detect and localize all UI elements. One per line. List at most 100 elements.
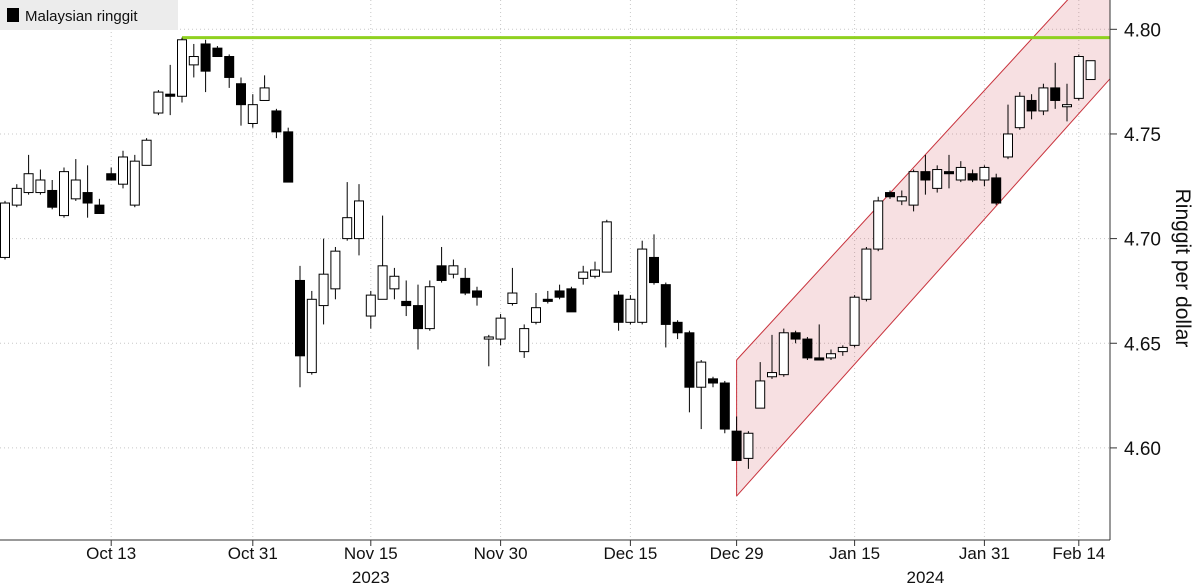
candle-body xyxy=(259,87,270,101)
year-label: 2023 xyxy=(352,568,390,587)
candle-body xyxy=(660,284,671,325)
candle-body xyxy=(283,131,294,183)
x-tick-label: Nov 30 xyxy=(474,544,528,563)
candles xyxy=(0,37,1096,469)
candle-body xyxy=(224,56,235,78)
y-tick-label: 4.75 xyxy=(1124,125,1161,146)
candle-body xyxy=(424,286,435,330)
candle-body xyxy=(70,179,81,200)
candle-body xyxy=(837,346,848,353)
candle-body xyxy=(708,378,718,384)
candle-body xyxy=(1003,133,1013,158)
candle-body xyxy=(389,275,400,290)
candle-body xyxy=(684,332,695,388)
candle-body xyxy=(908,171,919,206)
candle-body xyxy=(271,110,282,133)
legend-label: Malaysian ringgit xyxy=(25,8,138,25)
candle-body xyxy=(141,139,152,166)
candle-body xyxy=(649,256,659,284)
candle-body xyxy=(330,250,341,290)
candle-body xyxy=(177,39,187,97)
candle-body xyxy=(377,265,388,300)
candle-body xyxy=(129,160,140,206)
y-tick-label: 4.70 xyxy=(1124,230,1161,251)
candle-body xyxy=(306,298,317,374)
candle-body xyxy=(566,288,577,313)
candle-body xyxy=(342,217,353,240)
x-tick-label: Oct 31 xyxy=(228,544,278,563)
candle-body xyxy=(165,93,176,97)
candle-body xyxy=(1014,95,1025,129)
x-tick-label: Oct 13 xyxy=(86,544,136,563)
candle-body xyxy=(967,173,978,181)
candle-body xyxy=(11,187,22,206)
candle-body xyxy=(354,200,364,240)
candle-body xyxy=(436,265,447,281)
candle-body xyxy=(472,290,482,298)
candle-body xyxy=(767,372,777,378)
candle-body xyxy=(295,279,305,357)
candle-body xyxy=(413,305,423,330)
candle-body xyxy=(118,156,128,185)
candle-body xyxy=(507,292,518,304)
candle-body xyxy=(802,338,813,359)
candle-body xyxy=(200,43,211,72)
candle-body xyxy=(401,300,412,307)
grid xyxy=(0,0,1110,540)
candle-body xyxy=(188,56,199,66)
candle-body xyxy=(790,332,801,340)
candle-body xyxy=(719,382,730,430)
candle-body xyxy=(1062,104,1072,108)
candle-body xyxy=(755,380,766,409)
candle-body xyxy=(731,430,742,461)
legend-swatch xyxy=(7,8,19,22)
x-tick-label: Nov 15 xyxy=(344,544,398,563)
candle-body xyxy=(932,169,943,189)
candle-body xyxy=(601,221,612,273)
candle-body xyxy=(861,248,872,300)
candle-body xyxy=(672,321,683,334)
candle-body xyxy=(873,200,884,250)
candle-body xyxy=(59,171,69,217)
candle-body xyxy=(613,294,624,323)
axes: 4.60 4.65 4.70 4.75 4.80 Oct 13 Oct 31 Nov 15 No… xyxy=(0,0,1161,587)
candle-body xyxy=(849,296,860,346)
candle-body xyxy=(920,171,931,181)
candle-body xyxy=(896,196,907,202)
y-axis-label: Ringgit per dollar xyxy=(1171,189,1194,348)
candle-body xyxy=(460,277,471,294)
y-tick-label: 4.65 xyxy=(1124,334,1161,355)
year-label: 2024 xyxy=(906,568,944,587)
candle-body xyxy=(1026,99,1037,112)
x-tick-label: Jan 31 xyxy=(959,544,1010,563)
x-tick-label: Jan 15 xyxy=(829,544,880,563)
candle-body xyxy=(94,204,105,214)
candle-body xyxy=(495,317,506,340)
candle-body xyxy=(554,290,565,298)
candle-body xyxy=(106,173,117,181)
y-tick-label: 4.80 xyxy=(1124,20,1161,41)
candle-body xyxy=(1050,87,1061,101)
candle-body xyxy=(979,166,990,181)
candle-body xyxy=(991,177,1002,204)
candle-body xyxy=(318,273,329,307)
candle-body xyxy=(625,298,636,323)
x-tick-label: Dec 29 xyxy=(710,544,764,563)
y-tick-label: 4.60 xyxy=(1124,439,1161,460)
candle-body xyxy=(247,104,258,124)
x-tick-label: Feb 14 xyxy=(1052,544,1105,563)
candle-body xyxy=(778,332,789,376)
channel-upper xyxy=(736,0,1069,361)
candle-body xyxy=(35,179,46,194)
candle-body xyxy=(1038,87,1049,112)
candle-body xyxy=(1073,56,1084,99)
candle-body xyxy=(448,265,459,275)
legend-box xyxy=(0,0,178,30)
candle-body xyxy=(23,173,34,194)
candle-body xyxy=(955,166,966,181)
candle-body xyxy=(590,269,600,277)
candle-body xyxy=(365,294,376,317)
candle-body xyxy=(0,202,10,258)
